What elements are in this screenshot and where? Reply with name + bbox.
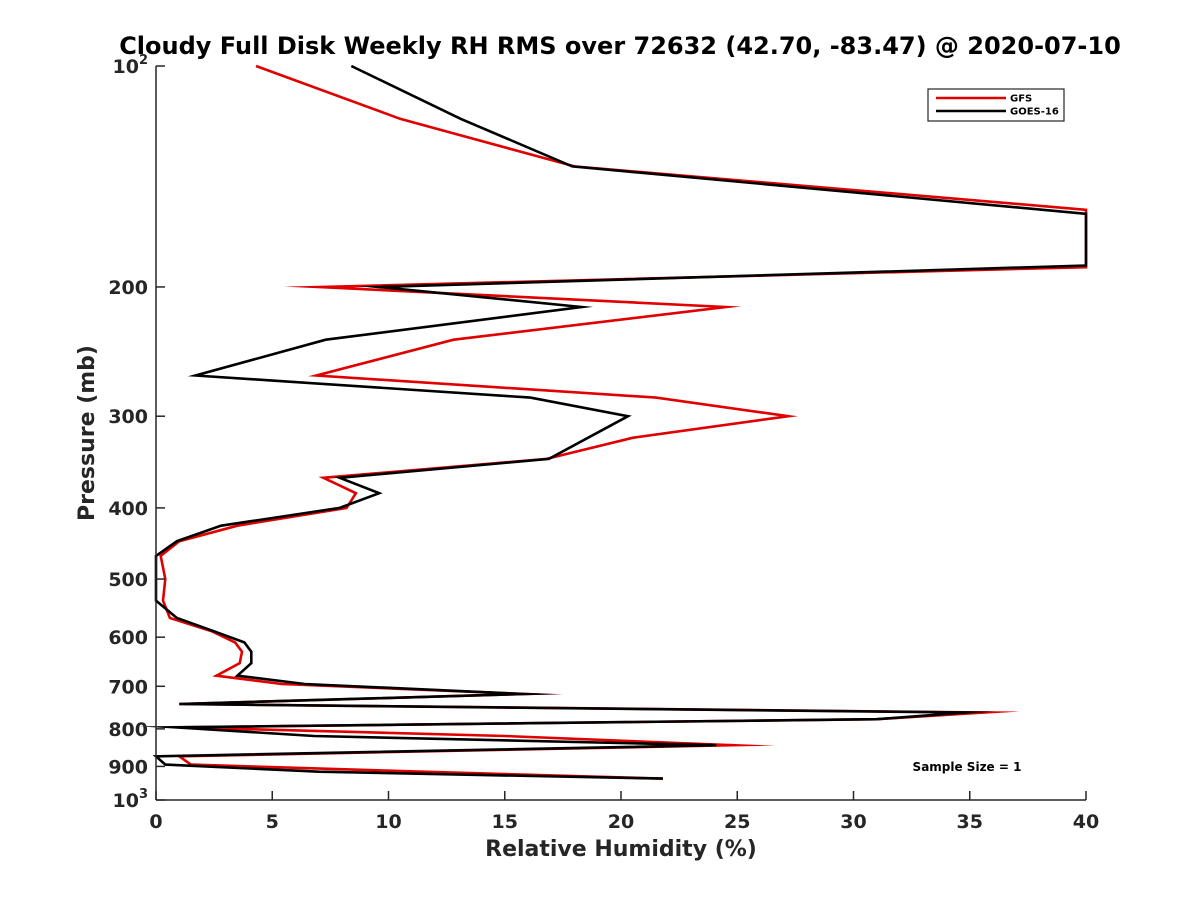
- y-tick-label: 400: [108, 498, 148, 520]
- y-tick-label: 900: [108, 756, 148, 778]
- x-axis-label: Relative Humidity (%): [485, 837, 757, 862]
- sample-size-annotation: Sample Size = 1: [913, 760, 1022, 774]
- y-tick-label: 700: [108, 676, 148, 698]
- y-tick-label: 800: [108, 719, 148, 741]
- x-tick-label: 0: [149, 811, 162, 833]
- x-tick-label: 40: [1073, 811, 1099, 833]
- y-axis-ticks: 102 200 300 400 500 600 700 800 900 103: [108, 53, 165, 812]
- y-axis-label: Pressure (mb): [75, 345, 100, 521]
- x-tick-label: 30: [840, 811, 866, 833]
- y-tick-label: 200: [108, 277, 148, 299]
- x-tick-label: 10: [375, 811, 401, 833]
- x-tick-label: 15: [492, 811, 518, 833]
- x-axis-ticks: 0 5 10 15 20 25 30 35 40: [149, 791, 1099, 833]
- x-tick-label: 25: [724, 811, 750, 833]
- legend-box: [927, 88, 1065, 122]
- chart-title: Cloudy Full Disk Weekly RH RMS over 7263…: [119, 32, 1121, 60]
- legend-label-goes16: GOES-16: [1010, 107, 1059, 118]
- legend: GFS GOES-16: [927, 88, 1065, 122]
- y-tick-label: 300: [108, 406, 148, 428]
- x-tick-label: 5: [266, 811, 279, 833]
- legend-label-gfs: GFS: [1010, 94, 1032, 105]
- x-tick-label: 20: [608, 811, 634, 833]
- y-tick-label: 600: [108, 627, 148, 649]
- y-tick-label: 103: [113, 787, 149, 812]
- plot-area: [156, 66, 1086, 800]
- y-tick-label: 500: [108, 569, 148, 591]
- y-tick-label: 102: [113, 53, 149, 78]
- x-tick-label: 35: [957, 811, 983, 833]
